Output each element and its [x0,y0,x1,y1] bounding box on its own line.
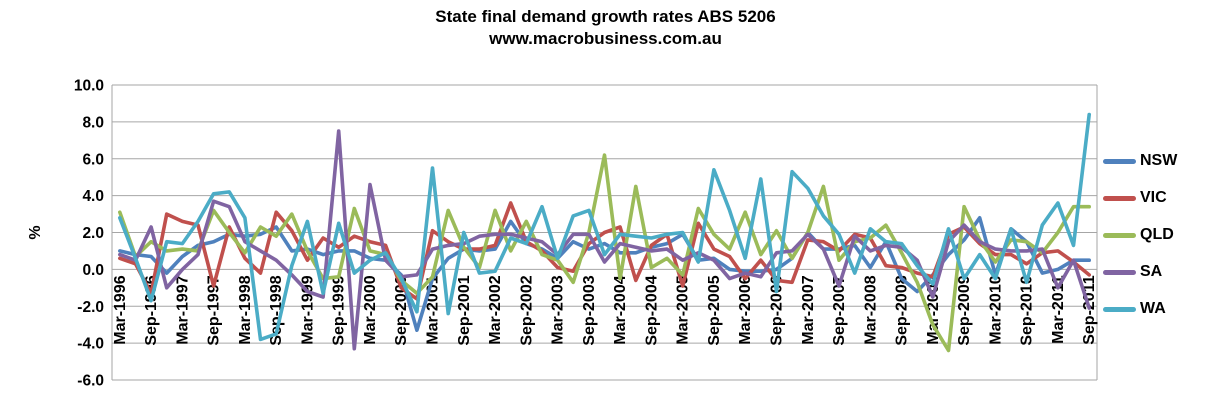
series-line-QLD [118,153,1091,353]
x-tick-label: Mar-2005 [675,275,692,344]
x-tick-label: Mar-2000 [362,275,379,344]
legend-swatch-SA [1103,269,1136,275]
legend-label: WA [1140,300,1166,317]
series-line-WA [118,112,1091,342]
y-tick-label: -6.0 [77,373,104,390]
x-tick-label: Mar-2002 [487,275,504,344]
x-tick-label: Mar-1997 [174,275,191,344]
x-tick-label: Sep-2006 [768,275,785,345]
chart-subtitle: www.macrobusiness.com.au [489,29,722,48]
legend-swatch-WA [1103,306,1136,312]
y-tick-label: -2.0 [77,299,104,316]
chart-legend: NSW VIC QLD SA WA [1103,150,1177,335]
legend-label: SA [1140,263,1163,280]
x-tick-label: Mar-1998 [237,275,254,344]
x-tick-label: Mar-2006 [737,275,754,344]
y-tick-label: -4.0 [77,336,104,353]
x-tick-label: Sep-1997 [206,275,223,345]
legend-label: VIC [1140,189,1167,206]
y-tick-label: 10.0 [74,78,104,95]
x-tick-label: Sep-2010 [1019,275,1036,345]
series-line-SA [118,129,1091,351]
x-tick-label: Mar-2010 [987,275,1004,344]
legend-item-SA: SA [1103,261,1177,283]
x-tick-label: Sep-2002 [518,275,535,345]
x-tick-label: Mar-2003 [550,275,567,344]
y-axis-title: % [27,225,44,239]
x-tick-label: Sep-1998 [268,275,285,345]
legend-item-NSW: NSW [1103,150,1177,172]
y-tick-label: 2.0 [82,225,104,242]
legend-item-QLD: QLD [1103,224,1177,246]
legend-swatch-VIC [1103,195,1136,201]
x-tick-label: Sep-1999 [331,275,348,345]
legend-label: QLD [1140,226,1174,243]
x-tick-label: Sep-2007 [831,275,848,345]
x-tick-label: Mar-2004 [612,275,629,344]
legend-swatch-NSW [1103,158,1136,164]
x-tick-label: Sep-2001 [456,275,473,345]
chart-title: State final demand growth rates ABS 5206 [435,7,776,26]
legend-item-VIC: VIC [1103,187,1177,209]
x-tick-label: Mar-1996 [112,275,129,344]
legend-item-WA: WA [1103,298,1177,320]
x-tick-label: Sep-2008 [894,275,911,345]
x-tick-label: Sep-2009 [956,275,973,345]
y-tick-label: 8.0 [82,114,104,131]
x-tick-label: Mar-2008 [862,275,879,344]
x-tick-label: Mar-2007 [800,275,817,344]
y-tick-label: 0.0 [82,262,104,279]
legend-swatch-QLD [1103,232,1136,238]
x-tick-label: Sep-2005 [706,275,723,345]
y-tick-label: 6.0 [82,151,104,168]
x-tick-label: Mar-2011 [1050,275,1067,344]
x-tick-label: Mar-2001 [425,275,442,344]
title-block: State final demand growth rates ABS 5206… [0,6,1211,50]
y-tick-label: 4.0 [82,188,104,205]
legend-label: NSW [1140,152,1178,169]
x-tick-label: Sep-2003 [581,275,598,345]
x-tick-label: Sep-2004 [643,275,660,345]
